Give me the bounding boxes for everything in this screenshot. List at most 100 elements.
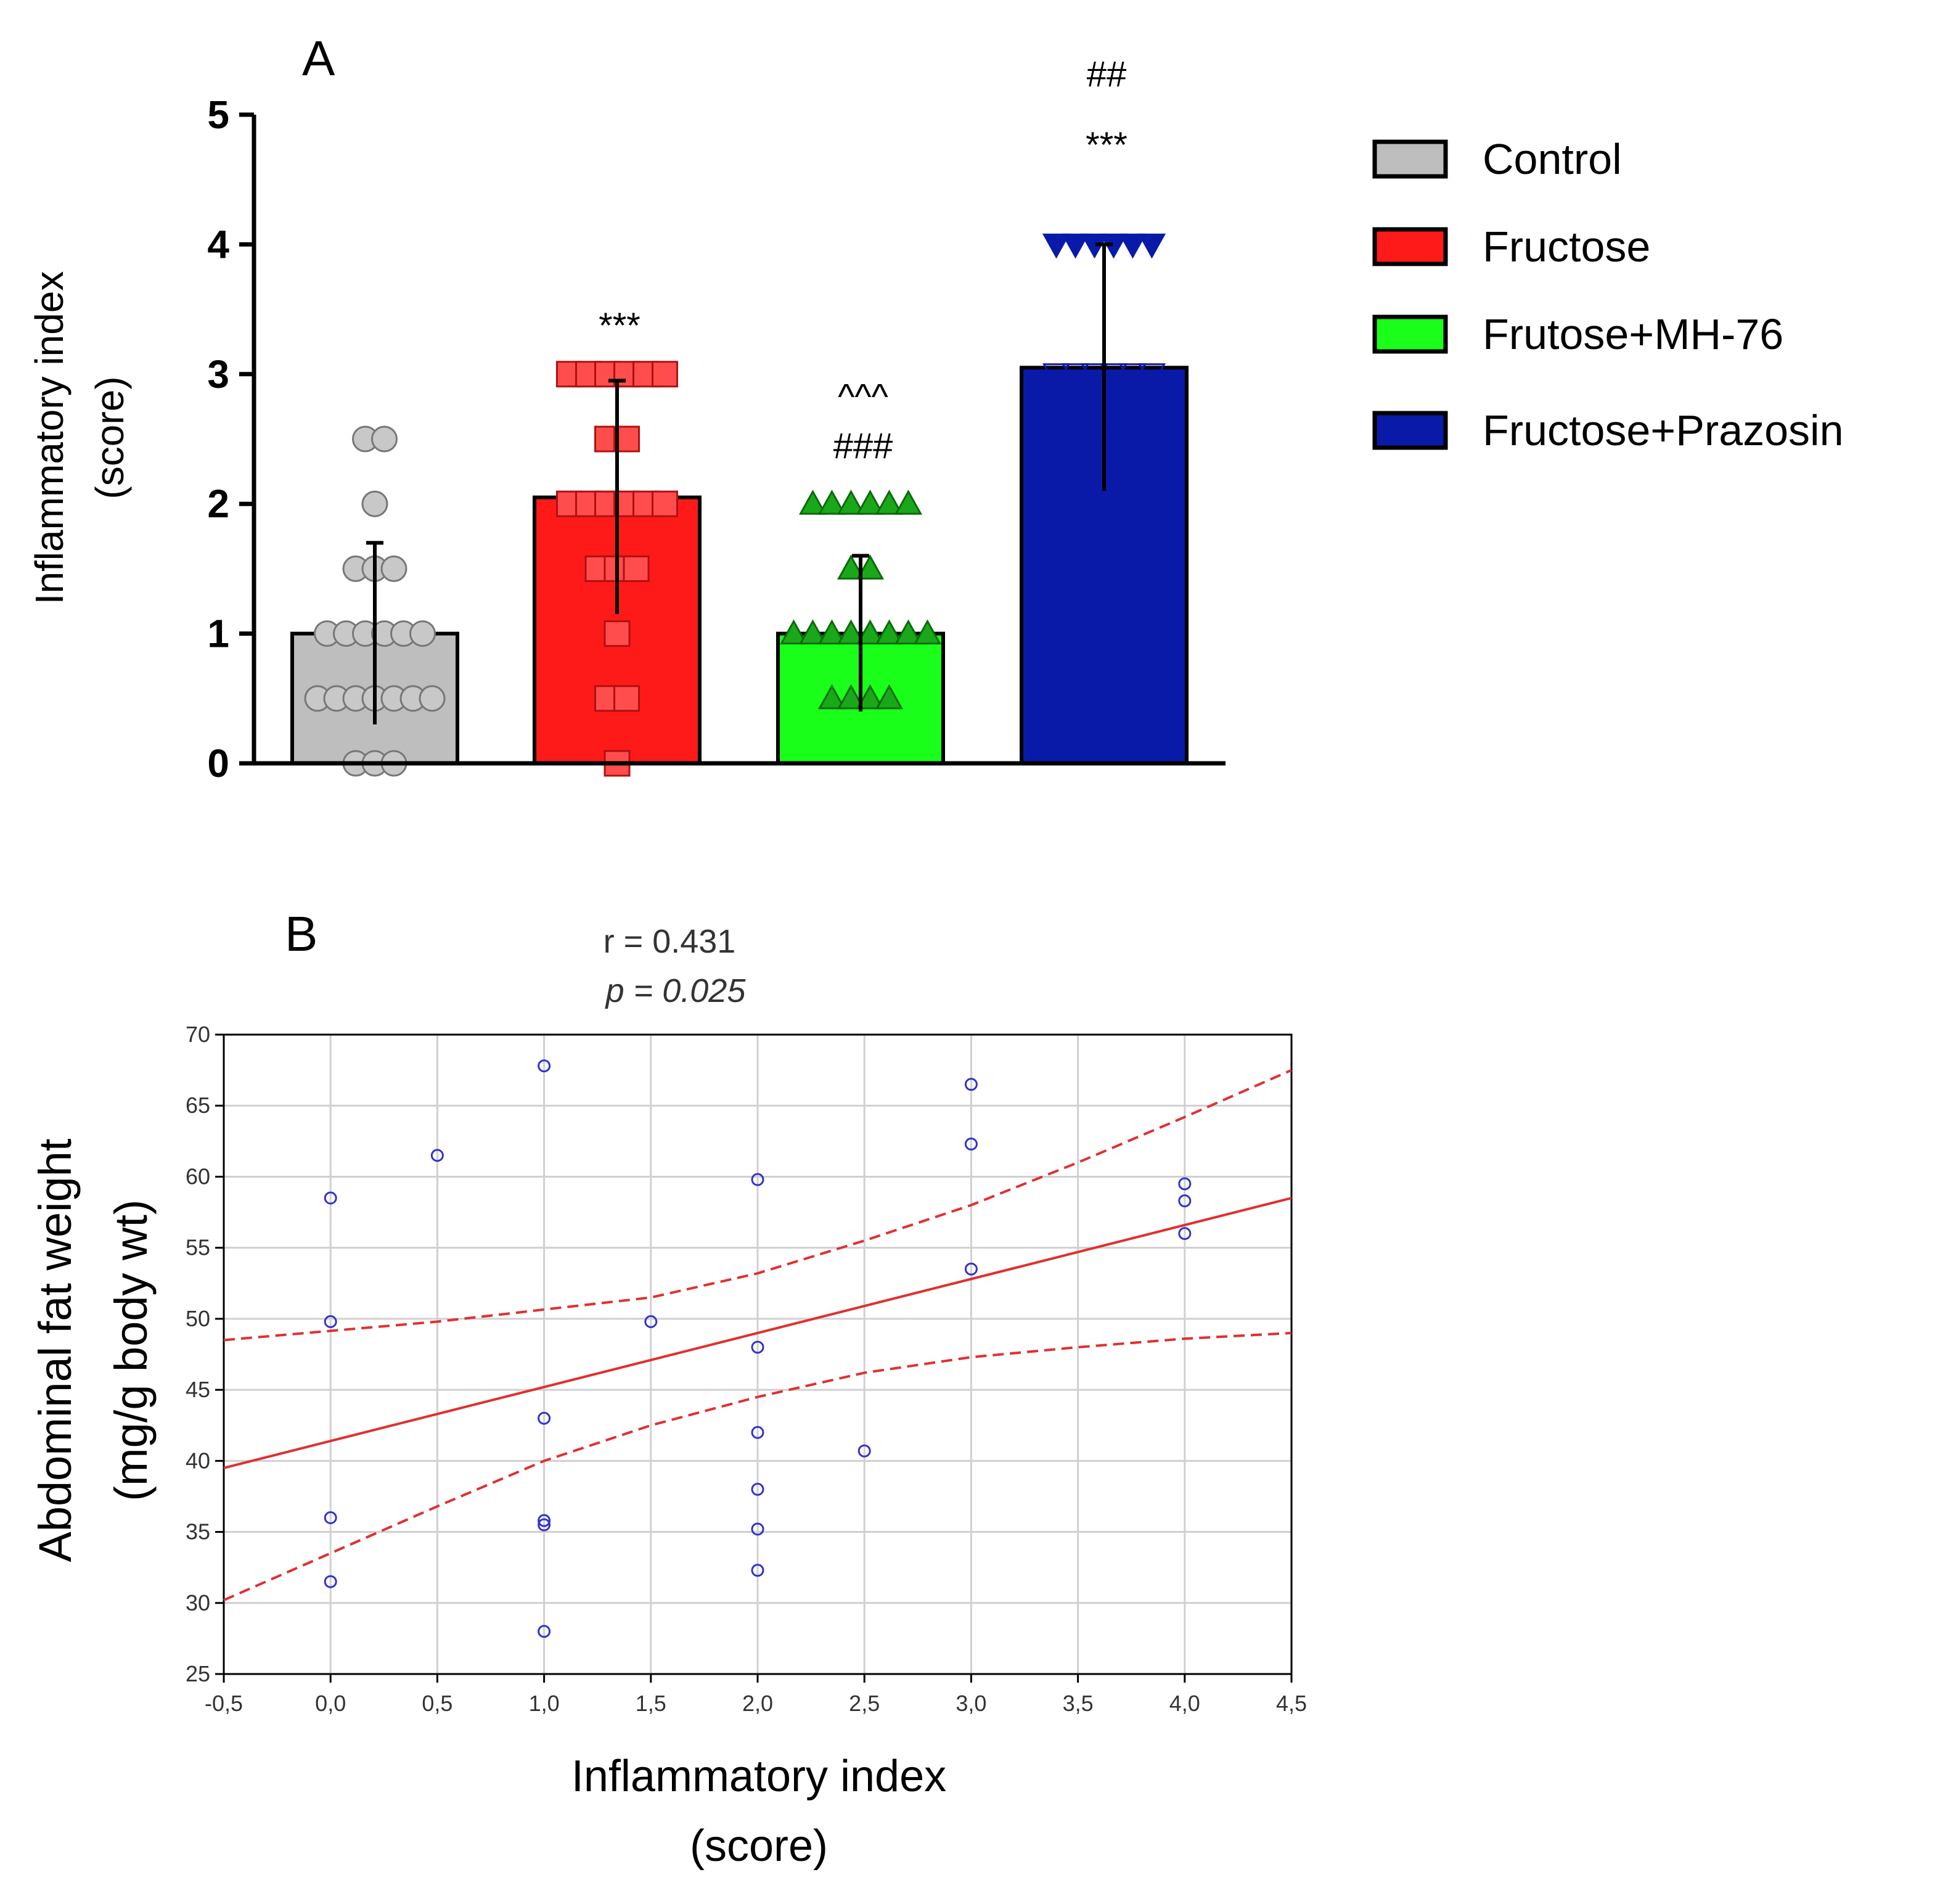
panel-b-point (964, 1078, 978, 1091)
panel-a-point (798, 619, 827, 645)
panel-a-error-bars (366, 242, 1113, 724)
panel-b-points (324, 1059, 1192, 1638)
panel-a-point (652, 490, 678, 517)
panel-a-point (875, 490, 904, 515)
panel-a-point (856, 490, 885, 515)
panel-b-point (538, 1514, 551, 1527)
panel-b-point (751, 1564, 764, 1577)
panel-a-significance-label: *** (599, 306, 641, 346)
panel-b-y-tick-label: 35 (186, 1519, 210, 1545)
panel-b-y-axis-label: Abdominal fat weight (mg/g body wt) (30, 1138, 157, 1562)
panel-b-grid (223, 1033, 1293, 1675)
panel-a-legend-label-4: Fructose+Prazosin (1483, 406, 1844, 454)
panel-a-significance-label: ## (1087, 54, 1127, 94)
panel-a-y-tick-label: 3 (207, 352, 229, 396)
panel-b-point (324, 1315, 337, 1328)
panel-b-point (751, 1482, 764, 1496)
panel-a-point (1042, 363, 1071, 388)
panel-b-ci-upper (223, 1069, 1292, 1342)
panel-b-point (324, 1575, 337, 1588)
panel-a-point (837, 490, 866, 515)
panel-b-scatter-chart: B r = 0.431 p = 0.025 -0,5 0,0 0,5 1,0 1,5 2,… (30, 906, 1307, 1871)
panel-a-point (419, 685, 446, 712)
panel-a-legend-swatch-4 (1372, 411, 1448, 450)
panel-a-legend: Control Fructose Frutose+MH-76 Fructose+Pra… (1372, 135, 1844, 454)
panel-a-point (1080, 363, 1109, 388)
panel-a-point (1118, 363, 1147, 388)
panel-b-x-tick-label: -0,5 (205, 1691, 243, 1716)
panel-b-y-axis-label-line2: (mg/g body wt) (105, 1199, 157, 1501)
panel-b-point (430, 1149, 444, 1162)
panel-b-x-tick-label: 0,5 (422, 1691, 452, 1716)
panel-a-point (1090, 493, 1118, 519)
panel-b-x-tick-label: 2,0 (742, 1691, 773, 1716)
panel-a-y-ticks: 0 1 2 3 4 5 (207, 92, 254, 786)
panel-a-point (1099, 363, 1128, 388)
panel-b-point (751, 1426, 764, 1439)
panel-b-point (538, 1411, 551, 1425)
panel-a-point (1118, 233, 1147, 259)
panel-a-y-tick-label: 4 (207, 222, 229, 266)
panel-a-point (1080, 428, 1109, 454)
panel-b-point (751, 1522, 764, 1536)
panel-a-point (380, 555, 407, 582)
panel-a-point (361, 490, 388, 517)
panel-a-point (1071, 493, 1099, 519)
panel-a-significance-annotations: ***^^^#####*** (599, 54, 1128, 466)
panel-b-ci-lower (223, 1331, 1292, 1602)
panel-b-point (1178, 1227, 1192, 1241)
panel-a-y-tick-label: 1 (207, 612, 229, 656)
panel-b-y-tick-label: 45 (186, 1377, 210, 1402)
panel-b-x-tick-label: 1,5 (636, 1691, 666, 1716)
panel-a-point (1061, 363, 1090, 388)
panel-b-label: B (285, 906, 317, 961)
panel-a-legend-swatch-3 (1372, 314, 1448, 354)
panel-a-legend-swatch-2 (1372, 227, 1448, 266)
panel-b-x-tick-label: 4,0 (1169, 1691, 1200, 1716)
panel-b-y-tick-label: 30 (186, 1590, 210, 1615)
panel-b-y-tick-label: 55 (186, 1235, 210, 1260)
panel-a-point (1042, 233, 1071, 259)
panel-b-point (857, 1444, 871, 1458)
panel-b-correlation-r: r = 0.431 (604, 923, 736, 960)
panel-b-point (324, 1511, 337, 1525)
panel-a-point (1099, 557, 1128, 583)
panel-b-point (324, 1191, 337, 1205)
panel-a-point (817, 490, 846, 515)
panel-b-y-axis-label-line1: Abdominal fat weight (30, 1138, 81, 1562)
panel-a-point (652, 361, 678, 388)
panel-b-y-tick-label: 25 (186, 1661, 210, 1686)
panel-a-point (1109, 493, 1137, 519)
panel-a-point (1061, 233, 1090, 259)
panel-b-regression-line (223, 1197, 1292, 1469)
panel-a-y-axis-label-line1: Inflammatory index (27, 271, 72, 605)
panel-a-legend-swatch-1 (1372, 139, 1448, 179)
panel-a-point (779, 619, 808, 645)
panel-b-x-axis-label-line1: Inflammatory index (571, 1752, 946, 1801)
panel-a-significance-label: ### (833, 426, 893, 466)
panel-b-y-tick-label: 40 (186, 1448, 210, 1473)
panel-a-point (1090, 623, 1118, 648)
panel-b-point (964, 1262, 978, 1276)
panel-b-point (1178, 1177, 1192, 1191)
panel-a-point (875, 619, 904, 645)
panel-a-point (913, 619, 942, 645)
panel-a-point (613, 685, 640, 712)
panel-a-significance-label: ^^^ (838, 377, 888, 417)
panel-b-correlation-p: p = 0.025 (605, 972, 747, 1009)
panel-b-x-tick-label: 0,0 (315, 1691, 346, 1716)
panel-a-bar-chart: A Inflammatory index (score) 0 1 2 3 4 5 *** ^… (27, 31, 1844, 786)
panel-b-y-tick-label: 65 (186, 1093, 210, 1118)
panel-b-point (751, 1340, 764, 1354)
panel-a-point (1099, 428, 1128, 454)
panel-a-point (875, 684, 904, 710)
panel-b-point (538, 1518, 551, 1532)
panel-a-point (1080, 557, 1109, 583)
panel-b-x-tick-label: 3,5 (1063, 1691, 1094, 1716)
panel-a-y-tick-label: 0 (207, 741, 229, 786)
panel-b-point (538, 1059, 551, 1073)
panel-b-point (1178, 1194, 1192, 1208)
panel-a-point (1128, 493, 1156, 519)
panel-a-point (817, 684, 846, 710)
